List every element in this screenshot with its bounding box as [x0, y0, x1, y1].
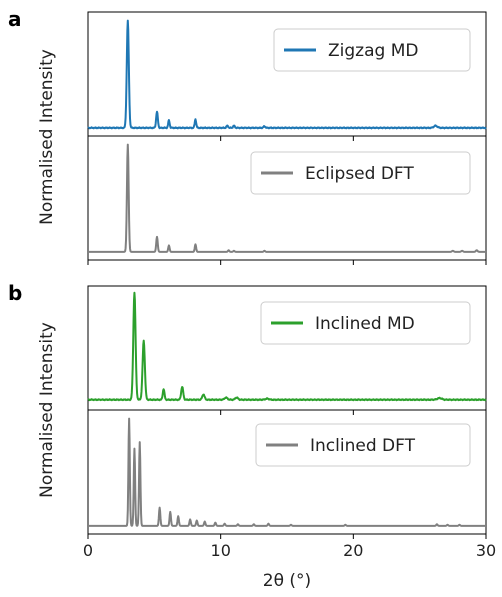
legend-label-eclipsed-dft: Eclipsed DFT: [305, 164, 414, 184]
legend-zigzag-md: Zigzag MD: [273, 28, 471, 72]
x-tick-marks: [87, 136, 487, 539]
panel-frame-eclipsed-dft: [87, 135, 487, 261]
panel-label-b: b: [8, 281, 22, 305]
x-axis-title: 2θ (°): [263, 571, 311, 591]
x-tick-label-0: 0: [83, 541, 93, 560]
legend-eclipsed-dft: Eclipsed DFT: [250, 151, 471, 195]
y-axis-title-a: Normalised Intensity: [37, 49, 57, 225]
legend-inclined-dft: Inclined DFT: [255, 423, 471, 467]
series-line-eclipsed-dft: [87, 143, 487, 253]
x-tick-label-20: 20: [343, 541, 363, 560]
panel-frame-inclined-dft: [87, 409, 487, 535]
legend-label-inclined-dft: Inclined DFT: [310, 436, 416, 456]
series-line-zigzag-md: [87, 19, 487, 130]
legend-label-inclined-md: Inclined MD: [315, 314, 415, 334]
panel-label-a: a: [8, 7, 22, 31]
legend-inclined-md: Inclined MD: [260, 301, 471, 345]
y-axis-title-b: Normalised Intensity: [37, 322, 57, 498]
x-tick-label-10: 10: [211, 541, 231, 560]
series-line-inclined-md: [87, 291, 487, 402]
series-line-inclined-dft: [87, 417, 487, 527]
x-tick-label-30: 30: [476, 541, 496, 560]
legend-label-zigzag-md: Zigzag MD: [328, 41, 418, 61]
